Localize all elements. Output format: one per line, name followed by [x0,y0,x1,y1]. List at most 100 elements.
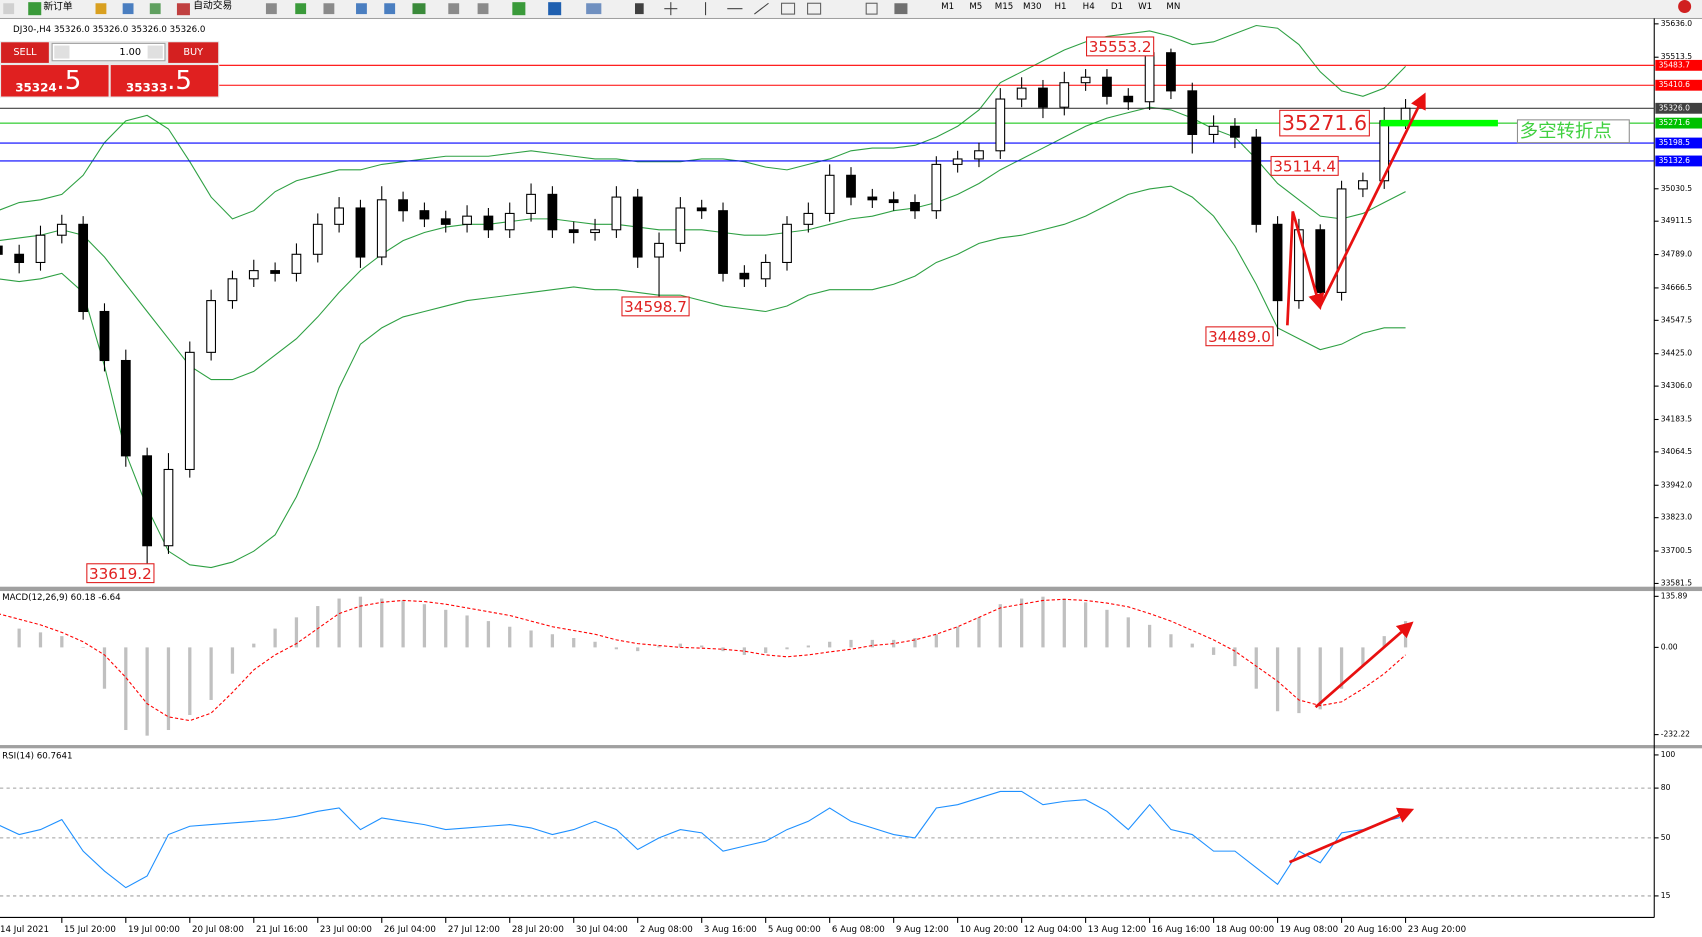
candle-body [0,245,3,255]
y-tick-label: 34789.0 [1661,250,1693,259]
lot-up[interactable] [147,45,163,59]
candle-body [184,351,195,471]
macd-histogram-bar [764,647,768,654]
macd-histogram-bar [678,643,682,648]
timeframe-button[interactable]: M1 [941,2,954,12]
macd-histogram-bar [998,604,1002,648]
candle-body [462,215,472,225]
price-level-label: 35198.5 [1659,138,1691,147]
candle-body [14,253,25,264]
x-tick-label: 27 Jul 12:00 [448,925,500,935]
candle-body [78,223,89,313]
macd-histogram-bar [977,617,981,648]
sell-label[interactable]: SELL [13,47,37,58]
timeframe-button[interactable]: MN [1166,2,1180,12]
x-tick-label: 12 Aug 04:00 [1024,925,1082,935]
candle-body [142,455,153,547]
x-tick-label: 23 Jul 00:00 [320,925,372,935]
macd-histogram-bar [188,647,192,715]
candle-body [1123,95,1134,103]
macd-histogram-bar [1275,647,1280,712]
y-tick-label: 0.00 [1661,642,1678,651]
bid-box[interactable] [1,65,109,97]
candle-body [163,468,174,547]
candle-body [547,193,558,231]
macd-histogram-bar [1361,647,1365,667]
buy-label[interactable]: BUY [183,47,203,58]
x-tick-label: 6 Aug 08:00 [832,925,885,935]
timeframe-button[interactable]: W1 [1138,2,1152,12]
macd-histogram-bar [913,637,917,648]
candle-body [739,272,750,280]
macd-histogram-bar [486,621,491,648]
macd-histogram-bar [1083,602,1088,648]
macd-histogram-bar [785,647,789,650]
macd-histogram-bar [1318,647,1322,710]
timeframe-button[interactable]: D1 [1111,2,1123,12]
annotation-box [1205,326,1274,347]
y-tick-label: 35513.5 [1661,52,1693,61]
bollinger-band [0,106,1406,381]
ask-box[interactable] [110,65,219,97]
candle-body [248,270,259,280]
candle-body [1144,52,1155,103]
candle-body [270,270,280,274]
macd-histogram-bar [102,647,107,689]
macd-histogram-bar [1211,647,1216,655]
candle-body [846,174,856,198]
y-tick-label: 80 [1661,783,1671,792]
price-level-tag [1655,79,1702,91]
candle-body [1038,87,1048,108]
candle-body [1315,229,1326,293]
timeframe-button[interactable]: M30 [1023,2,1041,12]
timeframe-button[interactable]: H1 [1054,2,1066,12]
buy-button[interactable] [168,42,219,63]
callout-label: 多空转折点 [1520,121,1612,142]
y-tick-label: 33942.0 [1661,480,1693,489]
macd-histogram-bar [401,600,405,648]
candle-body [1208,125,1219,135]
candle-body [99,310,110,362]
candle-body [931,163,942,212]
annotation-box [1279,109,1370,137]
x-tick-label: 19 Aug 08:00 [1280,925,1338,935]
price-level-label: 35132.6 [1659,156,1691,165]
macd-histogram-bar [657,645,661,648]
x-tick-label: 23 Aug 20:00 [1408,925,1466,935]
price-level-label: 35410.6 [1659,80,1691,89]
lot-down[interactable] [54,45,70,59]
timeframe-button[interactable]: H4 [1083,2,1096,12]
macd-histogram-bar [550,634,555,648]
candle-body [1251,136,1262,225]
candle-body [1080,76,1091,84]
x-tick-label: 10 Aug 20:00 [960,925,1018,935]
candle-body [376,199,387,258]
sell-button[interactable] [1,42,49,63]
turning-point-bar [1380,119,1498,127]
candle-body [398,199,408,212]
y-tick-label: 34425.0 [1661,349,1693,358]
lot-box[interactable] [51,42,166,62]
timeframe-button[interactable]: M5 [969,2,982,12]
bollinger-band [0,185,1406,569]
candle-body [440,218,451,225]
x-tick-label: 14 Jul 2021 [0,925,49,935]
candle-body [1166,52,1176,92]
x-tick-label: 9 Aug 12:00 [896,925,949,935]
lot-value[interactable]: 1.00 [119,47,141,58]
macd-histogram-bar [1169,634,1173,648]
new-order-button[interactable]: 新订单 [43,0,73,13]
macd-histogram-bar [956,626,960,648]
annotation-box [1086,36,1155,57]
timeframe-button[interactable]: M15 [995,2,1013,12]
candle-body [995,98,1006,152]
auto-trade-button[interactable]: 自动交易 [193,0,232,11]
macd-histogram-bar [294,617,299,648]
macd-histogram-bar [508,626,512,648]
candle-body [312,223,323,255]
ask-price: 35333 [126,80,168,94]
candle-body [419,210,430,220]
candle-body [1336,188,1347,293]
macd-histogram-bar [316,606,320,648]
